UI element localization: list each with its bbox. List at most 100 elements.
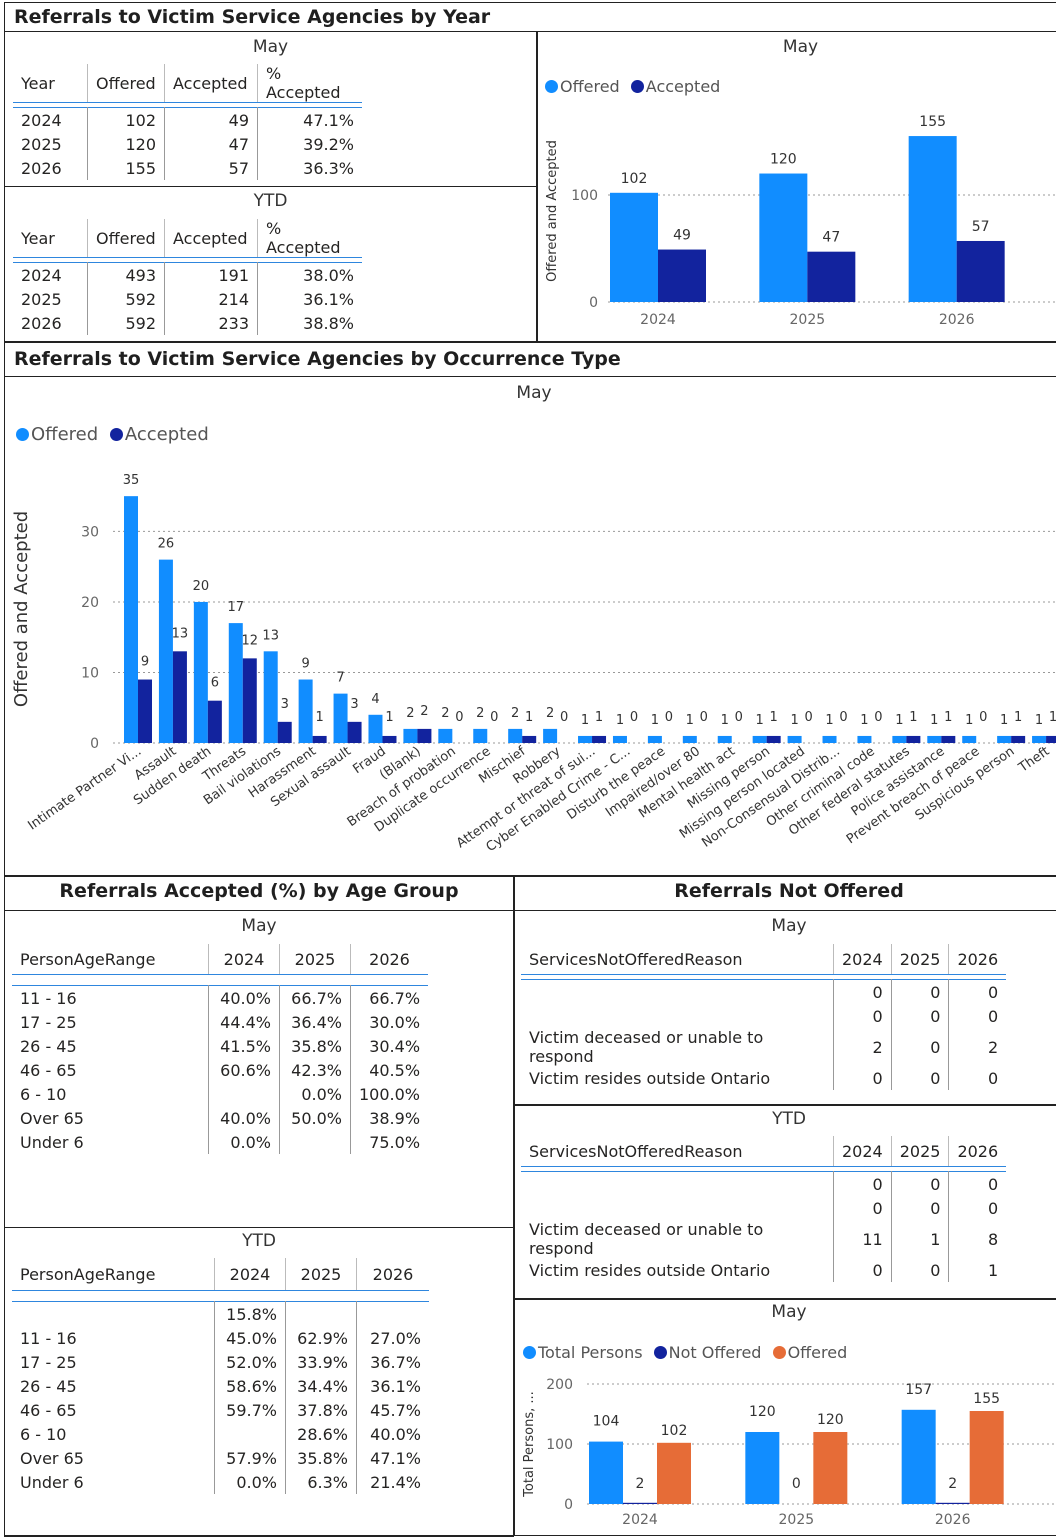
column-header[interactable]: Offered xyxy=(87,219,165,258)
column-header[interactable]: ServicesNotOfferedReason xyxy=(521,1136,834,1167)
table-cell: 45.7% xyxy=(370,1400,421,1420)
table-cell: 233 xyxy=(164,311,258,335)
column-header[interactable]: 2025 xyxy=(891,1136,950,1167)
table-cell: Victim deceased or unable to respond xyxy=(521,1028,834,1066)
data-label: 1 xyxy=(1014,710,1022,725)
column-header[interactable]: 2024 xyxy=(208,944,280,975)
table-cell xyxy=(279,1130,351,1154)
data-label: 0 xyxy=(735,710,743,725)
data-label: 2 xyxy=(948,1476,957,1492)
column-header[interactable]: 2026 xyxy=(350,944,429,975)
data-label: 1 xyxy=(581,713,589,728)
notoff-ytd-title: YTD xyxy=(772,1109,806,1129)
table-cell: 38.8% xyxy=(303,313,354,333)
table-cell: 27.0% xyxy=(370,1328,421,1348)
bar-total-persons xyxy=(589,1441,623,1504)
bar-offered xyxy=(997,735,1012,743)
table-cell: 33.9% xyxy=(285,1350,357,1374)
notoff-ytd-panel xyxy=(514,1104,1056,1300)
table-cell: 44.4% xyxy=(208,1010,280,1034)
table-spacer xyxy=(12,975,428,986)
table-cell: 11 xyxy=(833,1220,892,1258)
table-cell: 6 - 10 xyxy=(12,1082,209,1106)
bar-accepted xyxy=(347,721,362,743)
bar-offered xyxy=(787,735,802,743)
table-cell: 21.4% xyxy=(370,1472,421,1492)
data-label: 104 xyxy=(593,1414,620,1430)
table-cell: 47.1% xyxy=(257,107,362,132)
table-cell: 493 xyxy=(87,262,165,287)
column-header[interactable]: Accepted xyxy=(164,64,258,103)
table-cell: 50.0% xyxy=(279,1106,351,1130)
bar-offered xyxy=(508,728,523,743)
y-tick-label: 30 xyxy=(81,524,99,540)
column-header[interactable]: 2025 xyxy=(285,1258,357,1291)
bar-offered xyxy=(473,728,488,743)
table-cell xyxy=(356,1301,429,1326)
column-header[interactable]: 2026 xyxy=(356,1258,429,1291)
column-header[interactable]: Year xyxy=(13,219,88,258)
year-bar-chart: 0 100 Offered and Accepted 102 49 2024 120 47 20… xyxy=(545,114,1056,328)
data-label: 2 xyxy=(636,1476,645,1492)
table-cell: Victim resides outside Ontario xyxy=(521,1258,834,1282)
notoff-may-table: ServicesNotOfferedReason 2024 2025 2026 0 0 0 0… xyxy=(521,944,1007,1090)
table-cell xyxy=(12,1301,215,1326)
column-header[interactable]: Offered xyxy=(87,64,165,103)
column-header[interactable]: % Accepted xyxy=(257,64,362,103)
year-ytd-table: Year Offered Accepted% Accepted 2024 493 191 3… xyxy=(13,219,362,335)
occurrence-chart-legend: Offered Accepted xyxy=(16,424,209,445)
column-header[interactable]: ServicesNotOfferedReason xyxy=(521,944,834,975)
column-header[interactable]: Year xyxy=(13,64,88,103)
column-header[interactable]: % Accepted xyxy=(257,219,362,258)
table-cell: 35.8% xyxy=(279,1034,351,1058)
legend-accepted-label: Accepted xyxy=(124,424,209,445)
data-label: 1 xyxy=(721,713,729,728)
data-label: 0 xyxy=(455,710,463,725)
table-cell: 45.0% xyxy=(214,1326,286,1350)
data-label: 17 xyxy=(228,600,245,615)
table-row: 11 - 16 40.0% 66.7% 66.7% xyxy=(12,985,429,1010)
column-header[interactable]: PersonAgeRange xyxy=(12,1258,215,1291)
year-ytd-panel xyxy=(4,186,537,342)
column-header[interactable]: 2025 xyxy=(891,944,950,975)
data-label: 1 xyxy=(909,710,917,725)
table-cell: 41.5% xyxy=(208,1034,280,1058)
column-header[interactable]: 2024 xyxy=(833,1136,892,1167)
table-row: 2024 102 49 47.1% xyxy=(13,107,362,132)
table-cell xyxy=(521,979,834,1004)
table-cell: 0.0% xyxy=(214,1470,286,1494)
column-header[interactable]: PersonAgeRange xyxy=(12,944,209,975)
y-axis-label: Offered and Accepted xyxy=(545,140,560,282)
table-cell: 62.9% xyxy=(285,1326,357,1350)
table-cell: 60.6% xyxy=(208,1058,280,1082)
table-row: 46 - 65 60.6% 42.3% 40.5% xyxy=(12,1058,428,1082)
column-header[interactable]: 2026 xyxy=(948,1136,1007,1167)
data-label: 120 xyxy=(817,1412,844,1428)
table-cell: 36.7% xyxy=(370,1352,421,1372)
data-label: 0 xyxy=(874,710,882,725)
data-label: 1 xyxy=(525,710,533,725)
table-cell: 0 xyxy=(833,1171,892,1196)
column-header[interactable]: 2026 xyxy=(948,944,1007,975)
data-label: 102 xyxy=(621,171,648,187)
column-header[interactable]: 2024 xyxy=(214,1258,286,1291)
column-header[interactable]: 2024 xyxy=(833,944,892,975)
data-label: 1 xyxy=(790,713,798,728)
table-cell: 0 xyxy=(987,1068,999,1088)
data-label: 1 xyxy=(651,713,659,728)
table-cell: 26 - 45 xyxy=(12,1374,215,1398)
column-header[interactable]: 2025 xyxy=(279,944,351,975)
table-cell: 592 xyxy=(87,311,165,335)
bar-accepted xyxy=(956,240,1005,302)
bar-accepted xyxy=(382,735,397,743)
notoff-may-panel xyxy=(514,910,1056,1106)
table-cell: 2026 xyxy=(13,311,88,335)
bar-offered xyxy=(193,601,208,743)
data-label: 2 xyxy=(441,706,449,721)
column-header[interactable]: Accepted xyxy=(164,219,258,258)
bar-accepted xyxy=(242,658,257,743)
data-label: 0 xyxy=(560,710,568,725)
occurrence-chart-panel xyxy=(4,376,1056,876)
table-cell: 592 xyxy=(87,287,165,311)
table-cell: 8 xyxy=(987,1229,999,1249)
